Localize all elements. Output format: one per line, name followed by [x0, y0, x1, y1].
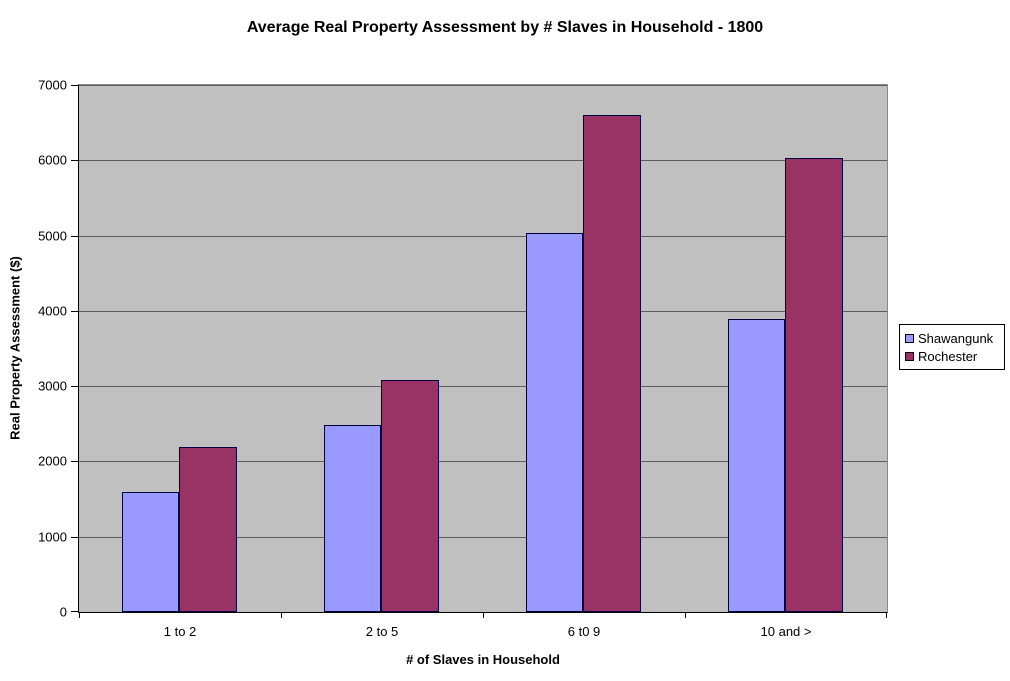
bar-shawangunk-4 [727, 319, 786, 612]
gridline-5000 [79, 235, 887, 237]
legend-label-rochester: Rochester [918, 348, 978, 364]
x-category-label-1: 1 to 2 [163, 624, 197, 639]
bar-shawangunk-1 [121, 491, 180, 612]
gridline-6000 [79, 160, 887, 162]
y-tick-label-2000: 2000 [38, 453, 67, 469]
x-tick-4 [886, 612, 887, 618]
y-tick-label-0: 0 [59, 604, 67, 620]
y-axis-title: Real Property Assessment ($) [7, 256, 23, 440]
gridline-4000 [79, 310, 887, 312]
bar-rochester-2 [381, 380, 440, 612]
plot-area: 0 1000 2000 3000 4000 5000 6000 7000 1 to 2 2 to … [38, 78, 888, 639]
bar-shawangunk-2 [323, 424, 382, 612]
bar-rochester-1 [179, 447, 238, 612]
x-tick-2 [483, 612, 484, 618]
x-category-label-4: 10 and > [760, 624, 812, 639]
y-tick-label-3000: 3000 [38, 378, 67, 394]
bar-rochester-4 [785, 158, 844, 612]
y-tick-5000 [71, 235, 78, 237]
x-axis-title: # of Slaves in Household [406, 652, 560, 667]
y-tick-4000 [71, 310, 78, 312]
legend-item-shawangunk: Shawangunk [905, 329, 1002, 347]
x-tick-1 [281, 612, 282, 618]
legend-marker-rochester-icon [905, 351, 914, 361]
legend: Shawangunk Rochester [899, 324, 1005, 370]
bar-rochester-3 [583, 115, 642, 612]
legend-marker-shawangunk-icon [905, 333, 914, 343]
y-tick-1000 [71, 536, 78, 538]
legend-label-shawangunk: Shawangunk [918, 330, 994, 346]
bar-shawangunk-3 [525, 233, 584, 612]
y-tick-label-1000: 1000 [38, 529, 67, 545]
legend-item-rochester: Rochester [905, 347, 1002, 365]
chart-title: Average Real Property Assessment by # Sl… [246, 19, 764, 36]
y-tick-3000 [71, 386, 78, 388]
gridline-2000 [79, 461, 887, 463]
x-category-label-2: 2 to 5 [365, 624, 399, 639]
gridline-3000 [79, 386, 887, 388]
gridline-7000 [79, 85, 887, 86]
y-tick-6000 [71, 160, 78, 162]
y-tick-2000 [71, 461, 78, 463]
y-tick-label-4000: 4000 [38, 303, 67, 319]
x-category-label-3: 6 t0 9 [567, 624, 601, 639]
x-tick-3 [685, 612, 686, 618]
x-tick-0 [79, 612, 80, 618]
y-tick-7000 [71, 85, 78, 86]
y-tick-0 [71, 611, 78, 612]
y-tick-label-5000: 5000 [38, 228, 67, 244]
gridline-1000 [79, 536, 887, 538]
y-tick-label-6000: 6000 [38, 152, 67, 168]
y-tick-label-7000: 7000 [38, 77, 67, 93]
